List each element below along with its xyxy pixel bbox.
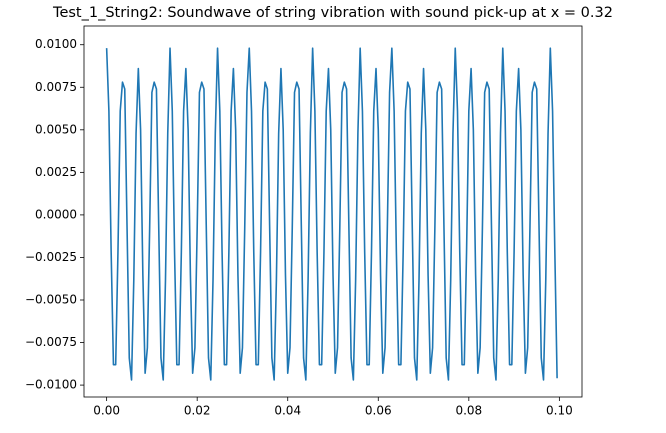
y-tick-label: 0.0075	[35, 80, 77, 94]
x-tick-label: 0.08	[455, 404, 482, 418]
y-tick-label: −0.0025	[25, 250, 77, 264]
y-tick-label: 0.0025	[35, 165, 77, 179]
x-tick-label: 0.02	[184, 404, 211, 418]
data-line	[105, 47, 558, 381]
chart-title: Test_1_String2: Soundwave of string vibr…	[52, 5, 613, 21]
x-tick-label: 0.04	[274, 404, 301, 418]
y-tick-label: −0.0100	[25, 378, 77, 392]
x-tick-label: 0.10	[546, 404, 573, 418]
y-tick-label: −0.0050	[25, 292, 77, 306]
plot-frame	[83, 25, 583, 398]
y-tick-label: 0.0000	[35, 207, 77, 221]
y-tick-label: 0.0050	[35, 122, 77, 136]
y-tick-label: 0.0100	[35, 37, 77, 51]
x-tick-label: 0.06	[365, 404, 392, 418]
y-tick-label: −0.0075	[25, 335, 77, 349]
x-tick-label: 0.00	[93, 404, 120, 418]
